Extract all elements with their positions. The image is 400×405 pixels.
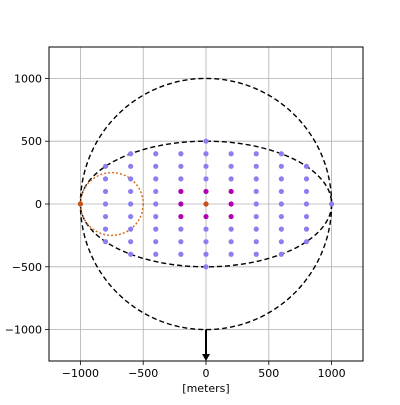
- point-series-1: [228, 213, 234, 220]
- annotation-layer: [202, 329, 210, 361]
- point-series-0: [203, 239, 209, 245]
- point-series-0: [203, 226, 209, 232]
- tick-layer: −1000 −500 0 500 1000 −1000 −500 0 500 1000: [5, 72, 346, 380]
- x-axis-label: [meters]: [182, 382, 229, 395]
- point-series-0: [278, 151, 284, 157]
- point-series-0: [303, 188, 310, 195]
- point-series-0: [203, 176, 209, 182]
- point-series-0: [102, 201, 109, 207]
- point-series-0: [303, 201, 310, 207]
- point-series-0: [253, 188, 259, 195]
- y-tick-label: −1000: [5, 324, 42, 337]
- x-tick-label: 1000: [318, 367, 346, 380]
- x-tick-label: 0: [203, 367, 210, 380]
- point-series-0: [102, 226, 109, 232]
- x-tick-label: −1000: [62, 367, 99, 380]
- dashed-curve-2: [79, 171, 144, 237]
- point-series-0: [253, 251, 259, 257]
- point-series-0: [153, 226, 159, 232]
- point-series-0: [228, 239, 234, 245]
- point-series-0: [228, 163, 234, 169]
- point-series-0: [253, 151, 259, 157]
- point-series-0: [102, 213, 109, 220]
- point-series-0: [278, 251, 284, 257]
- point-series-0: [102, 176, 109, 182]
- y-tick-label: 0: [35, 198, 42, 211]
- point-series-0: [303, 239, 310, 245]
- point-series-0: [178, 151, 184, 157]
- point-series-0: [253, 226, 259, 232]
- point-series-0: [153, 239, 159, 245]
- point-series-0: [278, 176, 284, 182]
- point-series-0: [228, 251, 234, 257]
- point-series-0: [278, 226, 284, 232]
- point-series-1: [203, 188, 209, 195]
- point-series-0: [128, 251, 134, 257]
- point-series-0: [228, 176, 234, 182]
- x-tick-label: −500: [128, 367, 158, 380]
- point-series-0: [278, 213, 284, 220]
- point-series-1: [178, 188, 184, 195]
- point-series-0: [153, 151, 159, 157]
- point-series-0: [102, 163, 109, 169]
- point-series-0: [153, 176, 159, 182]
- point-series-0: [303, 213, 310, 220]
- point-series-0: [153, 163, 159, 169]
- arrow-head: [202, 354, 210, 361]
- point-series-0: [228, 151, 234, 157]
- point-series-0: [203, 264, 209, 270]
- y-tick-label: 500: [21, 135, 42, 148]
- point-series-0: [303, 163, 310, 169]
- points-layer: [77, 138, 335, 270]
- point-series-0: [178, 251, 184, 257]
- point-series-0: [253, 239, 259, 245]
- point-series-0: [278, 239, 284, 245]
- point-series-2: [203, 201, 209, 207]
- point-series-0: [278, 201, 284, 207]
- point-series-0: [178, 239, 184, 245]
- point-series-2: [77, 201, 83, 207]
- point-series-0: [253, 201, 259, 207]
- point-series-1: [178, 201, 184, 207]
- point-series-0: [128, 163, 134, 169]
- x-tick-label: 500: [258, 367, 279, 380]
- point-series-0: [203, 163, 209, 169]
- point-series-0: [178, 176, 184, 182]
- point-series-0: [128, 213, 134, 220]
- point-series-0: [178, 163, 184, 169]
- point-series-0: [128, 226, 134, 232]
- point-series-0: [278, 163, 284, 169]
- point-series-0: [303, 226, 310, 232]
- point-series-0: [228, 226, 234, 232]
- point-series-0: [203, 251, 209, 257]
- point-series-0: [303, 176, 310, 182]
- point-series-0: [178, 226, 184, 232]
- point-series-1: [178, 213, 184, 220]
- point-series-0: [128, 176, 134, 182]
- point-series-0: [253, 176, 259, 182]
- point-series-0: [128, 188, 134, 195]
- point-series-0: [128, 239, 134, 245]
- point-series-0: [203, 151, 209, 157]
- point-series-1: [228, 201, 234, 207]
- point-series-0: [253, 213, 259, 220]
- point-series-0: [102, 188, 109, 195]
- point-series-0: [128, 201, 134, 207]
- y-tick-label: 1000: [14, 72, 42, 85]
- point-series-0: [128, 151, 134, 157]
- point-series-0: [253, 163, 259, 169]
- point-series-0: [153, 188, 159, 195]
- y-tick-label: −500: [12, 261, 42, 274]
- point-series-0: [203, 138, 209, 144]
- point-series-0: [102, 239, 109, 245]
- point-series-0: [329, 201, 335, 207]
- point-series-0: [153, 213, 159, 220]
- point-series-0: [278, 188, 284, 195]
- point-series-0: [153, 201, 159, 207]
- point-series-1: [228, 188, 234, 195]
- point-series-1: [203, 213, 209, 220]
- point-series-0: [153, 251, 159, 257]
